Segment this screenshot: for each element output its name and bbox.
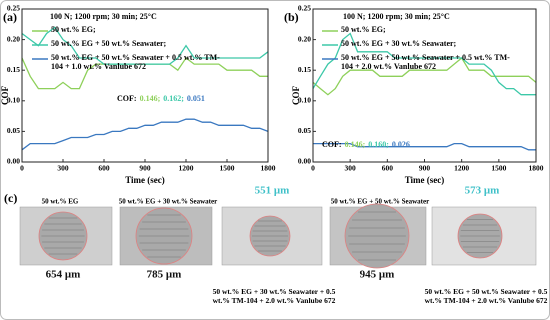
y-tick-label: 0.15 xyxy=(298,65,311,74)
panel-label: (a) xyxy=(3,10,17,24)
legend-label-box: 50 wt.% EG + 50 wt.% Seawater; xyxy=(51,39,167,48)
micrograph-caption: 50 wt.% EG xyxy=(42,198,79,206)
scar-diameter: 573 μm xyxy=(465,185,500,197)
panel-label: (b) xyxy=(284,10,299,24)
scar-diameter: 551 μm xyxy=(255,185,290,197)
cof-value: 0.026 xyxy=(392,140,410,149)
y-tick-label: 0.00 xyxy=(298,157,311,166)
x-tick-label: 0 xyxy=(311,164,315,173)
annotation: 100 N; 1200 rpm; 30 min; 25°C xyxy=(50,12,157,21)
x-tick-label: 600 xyxy=(382,164,394,173)
x-tick-label: 900 xyxy=(419,164,431,173)
cof-value: 0.146; xyxy=(345,140,366,149)
cof-value: 0.051 xyxy=(187,94,205,103)
series-line xyxy=(313,142,536,151)
legend-label: 50 wt.% EG + 50 wt.% Seawater; xyxy=(51,39,167,48)
micrograph-caption: 50 wt.% EG + 30 wt.% Seawater xyxy=(119,198,217,206)
legend-label-box: 50 wt.% EG + 50 wt.% Seawater + 0.5 wt.%… xyxy=(341,53,510,72)
cof-value: 0.160; xyxy=(368,140,389,149)
y-tick-label: 0.20 xyxy=(7,34,20,43)
series-line xyxy=(21,26,269,65)
x-tick-label: 1200 xyxy=(179,164,194,173)
legend-label: 50 wt.% EG + 50 wt.% Seawater + 0.5 wt.%… xyxy=(341,53,510,72)
scar-diameter: 945 μm xyxy=(360,269,395,281)
x-tick-label: 1800 xyxy=(529,164,544,173)
cof-note: COF: 0.146; 0.160; 0.026 xyxy=(322,140,410,149)
micrograph-caption: 50 wt.% EG + 50 wt.% Seawater + 0.5 wt.%… xyxy=(424,288,548,305)
x-axis-label: Time (sec) xyxy=(125,175,165,185)
y-tick-label: 0.05 xyxy=(298,126,311,135)
y-tick-label: 0.00 xyxy=(7,157,20,166)
micrograph-caption-box: 50 wt.% EG + 50 wt.% Seawater + 0.5 wt.%… xyxy=(424,288,548,305)
x-tick-label: 900 xyxy=(139,164,151,173)
series-line xyxy=(312,32,536,96)
y-tick-label: 0.10 xyxy=(7,96,20,105)
y-tick-label: 0.25 xyxy=(298,4,311,13)
x-tick-label: 1500 xyxy=(491,164,506,173)
cof-label: COF: xyxy=(322,140,342,149)
legend-label: 50 wt.% EG + 30 wt.% Seawater; xyxy=(341,39,457,48)
cof-note: COF: 0.146; 0.162; 0.051 xyxy=(117,94,205,103)
panel-label: (c) xyxy=(4,191,17,205)
legend-label-box: 50 wt.% EG + 50 wt.% Seawater + 0.5 wt.%… xyxy=(51,53,220,72)
y-tick-label: 0.10 xyxy=(298,96,311,105)
legend-label: 50 wt.% EG; xyxy=(341,25,386,34)
micrograph-caption: 50 wt.% EG + 30 wt.% Seawater + 0.5 wt.%… xyxy=(212,288,336,305)
legend-label-box: 50 wt.% EG; xyxy=(51,25,96,34)
legend-label-box: 50 wt.% EG; xyxy=(341,25,386,34)
x-tick-label: 600 xyxy=(98,164,110,173)
y-axis-label: COF xyxy=(291,86,301,106)
x-tick-label: 1200 xyxy=(454,164,469,173)
scar-diameter: 785 μm xyxy=(147,269,182,281)
cof-value: 0.162; xyxy=(163,94,184,103)
y-tick-label: 0.15 xyxy=(7,65,20,74)
plot-frame xyxy=(312,8,537,163)
plot-frame xyxy=(21,8,269,163)
legend-label: 50 wt.% EG; xyxy=(51,25,96,34)
x-tick-label: 1500 xyxy=(220,164,235,173)
x-tick-label: 300 xyxy=(57,164,69,173)
x-tick-label: 300 xyxy=(345,164,357,173)
series-line xyxy=(312,57,537,96)
legend-label-box: 50 wt.% EG + 30 wt.% Seawater; xyxy=(341,39,457,48)
micrograph-caption: 50 wt.% EG + 50 wt.% Seawater xyxy=(331,198,429,206)
y-tick-label: 0.25 xyxy=(7,4,20,13)
scar-diameter: 654 μm xyxy=(46,269,81,281)
x-tick-label: 0 xyxy=(20,164,24,173)
legend-label: 50 wt.% EG + 50 wt.% Seawater + 0.5 wt.%… xyxy=(51,53,220,72)
y-axis-label: COF xyxy=(0,86,10,106)
series-line xyxy=(21,118,269,151)
cof-value: 0.146; xyxy=(140,94,161,103)
cof-label: COF: xyxy=(117,94,137,103)
y-tick-label: 0.05 xyxy=(7,126,20,135)
x-axis-label: Time (sec) xyxy=(405,175,445,185)
annotation: 100 N; 1200 rpm; 30 min; 25°C xyxy=(343,12,450,21)
micrograph-caption-box: 50 wt.% EG + 30 wt.% Seawater + 0.5 wt.%… xyxy=(212,288,336,305)
y-tick-label: 0.20 xyxy=(298,34,311,43)
x-tick-label: 1800 xyxy=(261,164,276,173)
